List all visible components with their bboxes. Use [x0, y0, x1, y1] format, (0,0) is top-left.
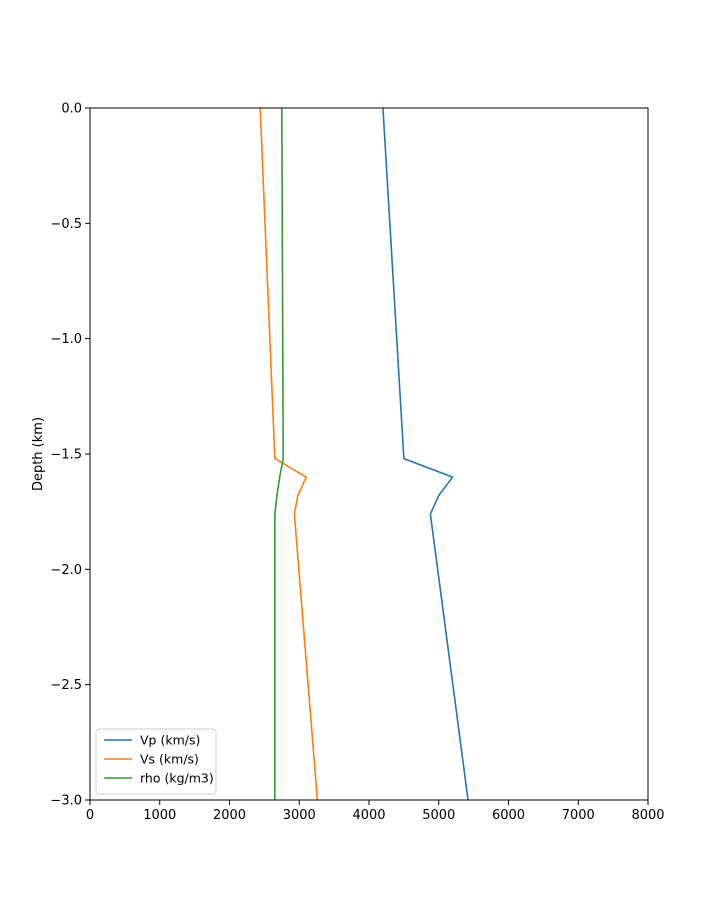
x-axis: 0 1000 2000 3000 4000 5000 6000 7000 8000 — [86, 800, 665, 823]
series-line-3 — [274, 107, 285, 800]
legend-entry-label: Vp (km/s) — [140, 733, 200, 748]
legend-entry-label: Vs (km/s) — [140, 752, 199, 767]
y-axis-label: Depth (km) — [31, 417, 46, 491]
y-tick-label: −1.5 — [50, 448, 82, 463]
x-tick-label: 8000 — [631, 808, 664, 823]
y-tick-label: 0.0 — [61, 102, 82, 117]
legend: Vp (km/s) Vs (km/s) rho (kg/m3) — [95, 728, 217, 795]
x-tick-label: 4000 — [352, 808, 385, 823]
y-tick-label: −3.0 — [50, 794, 82, 809]
x-tick-label: 2000 — [213, 808, 246, 823]
y-tick-label: −1.0 — [50, 332, 82, 347]
y-tick-label: −0.5 — [50, 217, 82, 232]
x-tick-label: 0 — [86, 808, 94, 823]
y-tick-label: −2.5 — [50, 678, 82, 693]
y-axis: 0.0 −0.5 −1.0 −1.5 −2.0 −2.5 −3.0 — [50, 102, 90, 809]
x-tick-label: 3000 — [283, 808, 316, 823]
x-tick-label: 6000 — [492, 808, 525, 823]
x-tick-label: 5000 — [422, 808, 455, 823]
legend-entry-label: rho (kg/m3) — [140, 771, 214, 786]
series-layer — [259, 107, 469, 801]
y-tick-label: −2.0 — [50, 563, 82, 578]
series-line-2 — [259, 107, 319, 801]
series-line-1 — [382, 107, 469, 801]
x-tick-label: 7000 — [562, 808, 595, 823]
x-tick-label: 1000 — [143, 808, 176, 823]
